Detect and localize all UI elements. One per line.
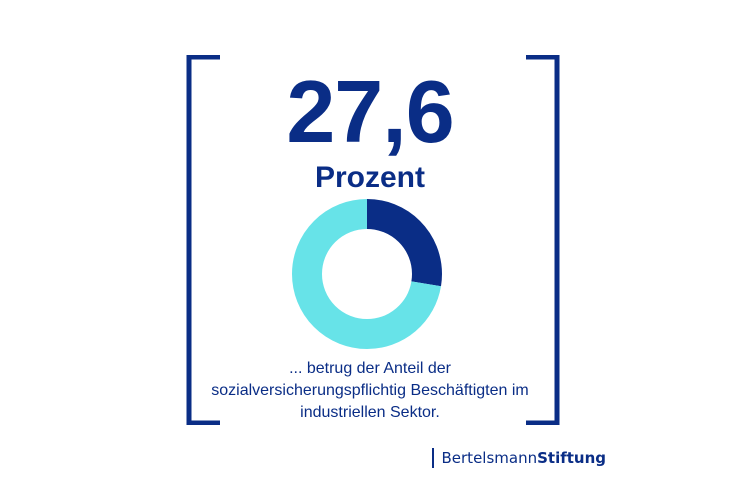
bertelsmann-stiftung-logo: Bertelsmann Stiftung	[432, 447, 606, 469]
donut-slice-2	[292, 199, 442, 349]
left-bracket-path	[186, 55, 220, 425]
right-bracket	[526, 55, 560, 425]
logo-text-stiftung: Stiftung	[537, 449, 607, 467]
headline-unit: Prozent	[314, 161, 425, 194]
right-bracket-path	[526, 55, 560, 425]
headline-value: 27,6	[286, 62, 454, 161]
caption-line-3: industriellen Sektor.	[300, 404, 440, 421]
caption-line-1: ... betrug der Anteil der	[289, 360, 451, 377]
caption: ... betrug der Anteil der sozialversiche…	[0, 358, 740, 424]
donut-chart	[292, 199, 442, 349]
left-bracket	[186, 55, 220, 425]
caption-line-2: sozialversicherungspflichtig Beschäftigt…	[211, 382, 529, 399]
logo-bar	[432, 448, 434, 468]
logo-text-bertelsmann: Bertelsmann	[441, 449, 538, 467]
donut-slices	[292, 199, 442, 349]
